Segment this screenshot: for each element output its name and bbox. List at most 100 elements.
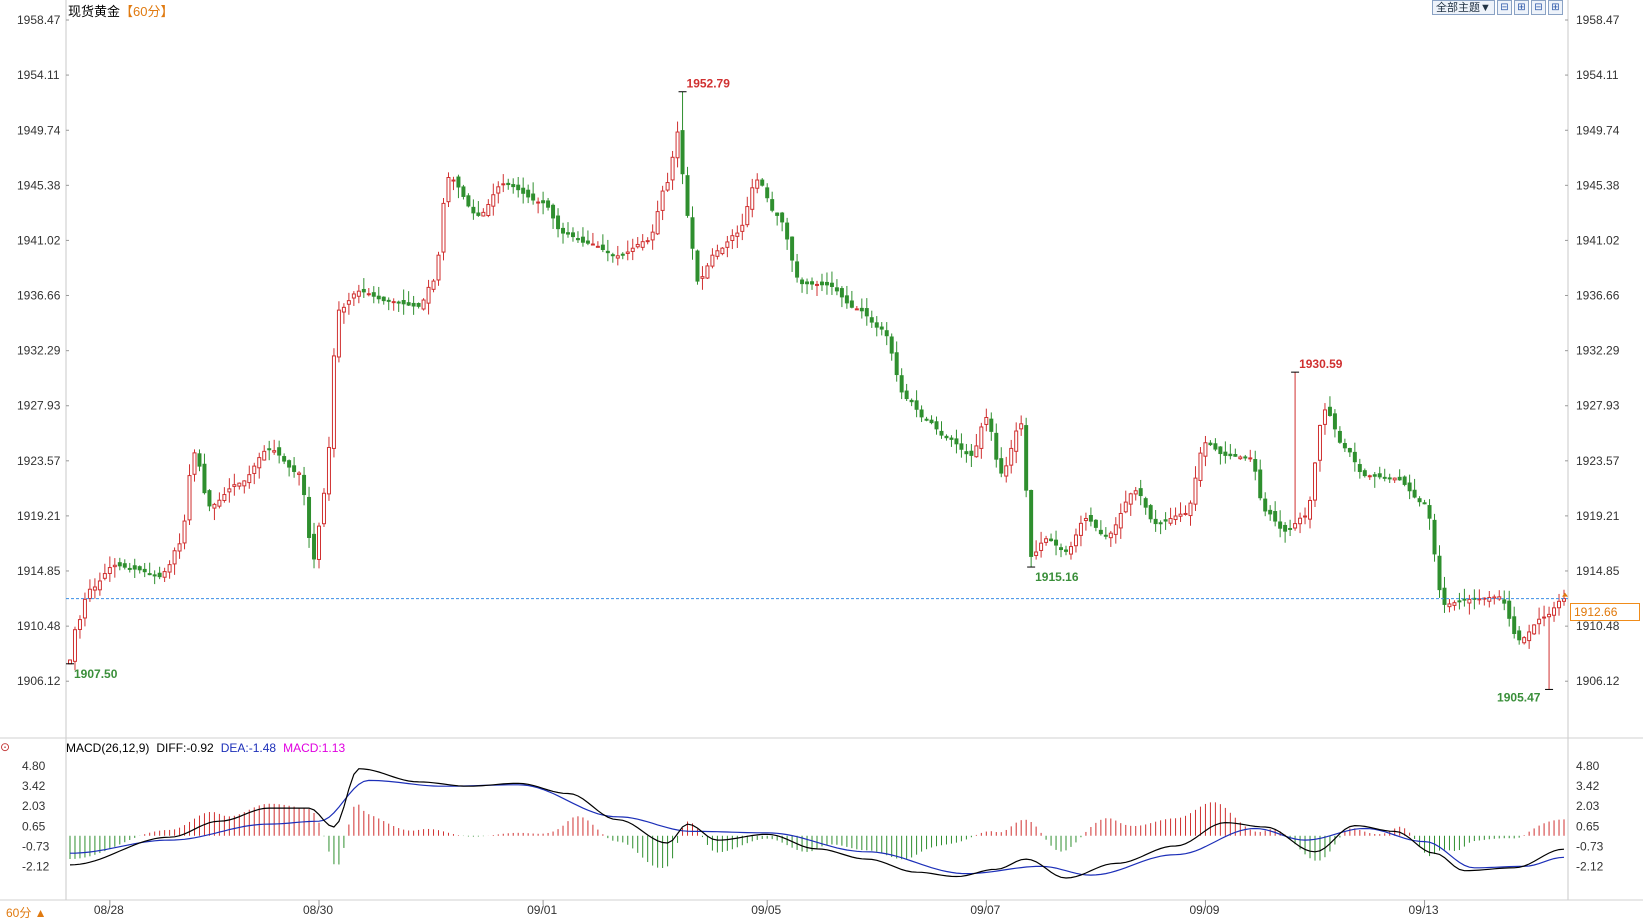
candle-body bbox=[516, 184, 521, 191]
candle bbox=[556, 208, 561, 238]
candle-body bbox=[386, 299, 391, 302]
candle bbox=[879, 322, 884, 336]
candle bbox=[1562, 589, 1566, 606]
candle-body bbox=[132, 565, 137, 570]
candle bbox=[899, 368, 904, 400]
candle-body bbox=[257, 457, 262, 469]
candle bbox=[854, 306, 859, 311]
price-tick-label-right: 1954.11 bbox=[1576, 68, 1619, 82]
candle bbox=[416, 302, 421, 309]
period-selector[interactable]: 60分 ▲ bbox=[6, 906, 47, 920]
candle-body bbox=[1557, 600, 1562, 609]
candle bbox=[655, 200, 660, 236]
candle-body bbox=[282, 456, 287, 462]
candle-body bbox=[1293, 523, 1298, 529]
candle bbox=[580, 227, 585, 247]
candle-body bbox=[232, 484, 237, 487]
candle bbox=[1083, 512, 1088, 531]
candle-body bbox=[1088, 515, 1093, 522]
candle bbox=[944, 434, 949, 441]
candle bbox=[625, 240, 630, 261]
candle-body bbox=[446, 177, 451, 203]
candle-body bbox=[750, 187, 755, 210]
dea-line bbox=[70, 779, 1565, 876]
candle bbox=[1327, 396, 1332, 417]
candle bbox=[112, 558, 117, 578]
candle bbox=[974, 433, 979, 458]
theme-select[interactable]: 全部主题▼ bbox=[1432, 0, 1495, 15]
candle bbox=[720, 247, 725, 256]
candle bbox=[331, 348, 336, 458]
candle-body bbox=[1054, 539, 1059, 546]
indicator-settings-icon[interactable]: ⊙ bbox=[0, 740, 11, 754]
candle bbox=[1337, 426, 1342, 444]
candle bbox=[979, 422, 984, 459]
candle-body bbox=[1502, 599, 1507, 604]
candle bbox=[1417, 496, 1422, 507]
candle-body bbox=[212, 503, 217, 509]
candle-body bbox=[441, 202, 446, 253]
candle bbox=[1502, 590, 1507, 611]
candle bbox=[87, 579, 92, 602]
scroll-left-icon[interactable]: ⊟ bbox=[1530, 0, 1546, 15]
candle-body bbox=[1547, 613, 1552, 618]
candle bbox=[889, 333, 894, 361]
scroll-right-icon[interactable]: ⊞ bbox=[1547, 0, 1563, 15]
macd-axis: 4.80 4.80 3.42 3.42 2.03 2.03 0.65 0.65 -0.73 -0.… bbox=[22, 759, 1604, 874]
candle bbox=[317, 522, 321, 569]
candle-body bbox=[1347, 448, 1352, 453]
candle bbox=[1113, 517, 1118, 544]
candle bbox=[735, 225, 740, 248]
candle bbox=[421, 298, 426, 311]
candle bbox=[1397, 469, 1402, 481]
candle-body bbox=[1288, 527, 1293, 530]
candle bbox=[1039, 531, 1044, 558]
candle-body bbox=[795, 261, 800, 278]
candle-body bbox=[1183, 512, 1188, 515]
candle-body bbox=[810, 281, 815, 285]
candle-body bbox=[1098, 529, 1103, 535]
candle-body bbox=[984, 416, 989, 425]
candle-body bbox=[481, 211, 486, 217]
candle-body bbox=[874, 322, 879, 328]
candle bbox=[511, 178, 516, 194]
candle bbox=[775, 212, 780, 226]
candle-body bbox=[989, 418, 994, 432]
candle-body bbox=[1024, 425, 1029, 491]
candle-body bbox=[396, 301, 401, 304]
candle-body bbox=[1412, 489, 1417, 498]
candle-body bbox=[1178, 513, 1183, 517]
candle-body bbox=[366, 293, 371, 296]
candle-body bbox=[1198, 452, 1203, 481]
candle bbox=[1173, 507, 1178, 525]
candle bbox=[969, 444, 974, 468]
zoom-out-icon[interactable]: ⊟ bbox=[1496, 0, 1512, 15]
candle bbox=[501, 174, 506, 193]
candle bbox=[1223, 441, 1228, 464]
candle bbox=[182, 514, 187, 550]
candle-body bbox=[536, 201, 541, 204]
candle-body bbox=[546, 200, 551, 208]
candle-body bbox=[590, 243, 595, 246]
candle-body bbox=[451, 179, 456, 182]
candle-body bbox=[904, 390, 909, 400]
zoom-in-icon[interactable]: ⊞ bbox=[1513, 0, 1529, 15]
candle bbox=[1387, 473, 1392, 484]
candle-body bbox=[924, 418, 929, 421]
candle bbox=[526, 184, 531, 204]
candle-body bbox=[147, 573, 152, 576]
candle bbox=[1148, 503, 1153, 523]
candle-body bbox=[1342, 442, 1347, 449]
candle bbox=[1457, 592, 1462, 610]
candle-body bbox=[421, 299, 426, 310]
candle-body bbox=[436, 254, 441, 281]
candle bbox=[984, 408, 989, 432]
candle-body bbox=[1123, 501, 1128, 513]
candle bbox=[1477, 589, 1482, 605]
candle bbox=[1098, 520, 1103, 536]
price-tick-label-left: 1927.93 bbox=[17, 399, 61, 413]
candle-body bbox=[570, 232, 575, 238]
date-label: 09/13 bbox=[1409, 903, 1439, 917]
